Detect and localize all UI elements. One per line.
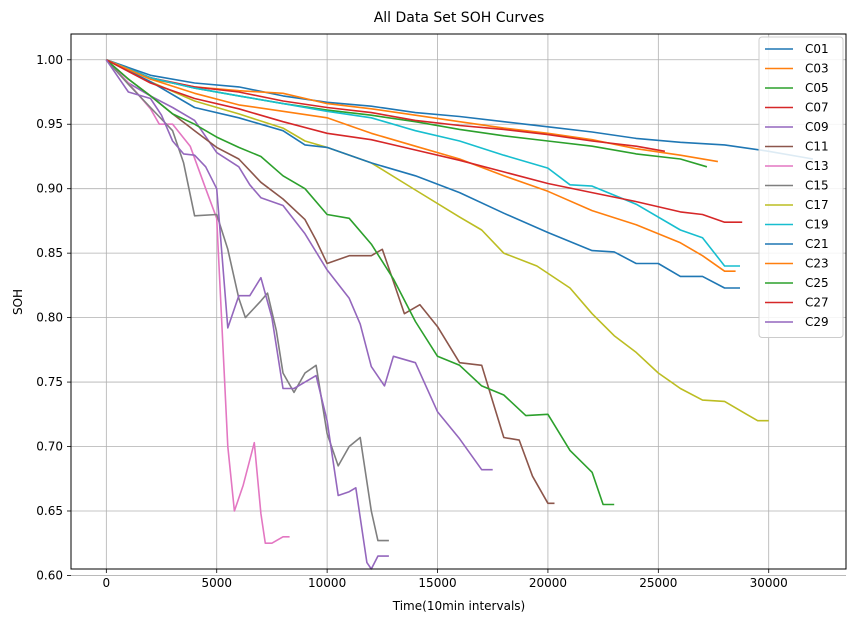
series-line-c11 (105, 59, 555, 505)
x-tick-label: 25000 (639, 576, 677, 590)
grid-layer (71, 34, 846, 576)
legend-label: C27 (805, 296, 829, 310)
series-line-c25 (105, 59, 615, 506)
x-tick-label: 20000 (529, 576, 567, 590)
y-tick-label: 0.90 (36, 182, 63, 196)
x-tick-label: 5000 (201, 576, 232, 590)
legend-label: C13 (805, 159, 829, 173)
y-axis-label: SOH (11, 289, 25, 315)
series-line-c21 (105, 59, 740, 289)
x-tick-label: 10000 (308, 576, 346, 590)
series-line-c03 (105, 59, 719, 163)
series-layer (105, 59, 814, 570)
y-tick-label: 0.80 (36, 311, 63, 325)
legend-label: C15 (805, 179, 829, 193)
legend-label: C23 (805, 257, 829, 271)
x-axis-label: Time(10min intervals) (392, 599, 525, 613)
series-line-c17 (105, 59, 769, 422)
legend-label: C25 (805, 276, 829, 290)
series-line-c23 (105, 59, 736, 272)
x-tick-label: 0 (103, 576, 111, 590)
y-tick-label: 0.65 (36, 504, 63, 518)
legend-label: C01 (805, 42, 829, 56)
y-tick-label: 0.75 (36, 375, 63, 389)
legend-label: C05 (805, 81, 829, 95)
series-line-c19 (105, 59, 740, 267)
y-tick-label: 0.85 (36, 246, 63, 260)
tick-layer: 0 5000 10000 15000 20000 25000 30000 0.60 0.65 0.… (36, 53, 788, 590)
y-tick-label: 1.00 (36, 53, 63, 67)
series-line-c13 (105, 59, 290, 544)
plot-frame (70, 33, 847, 570)
y-tick-label: 0.60 (36, 568, 63, 582)
legend: C01 C03 C05 C07 C09 C11 C13 C15 C17 C19 C21 C23 C25 C… (758, 36, 844, 338)
legend-label: C17 (805, 198, 829, 212)
series-line-c27 (105, 59, 743, 223)
chart-title: All Data Set SOH Curves (374, 10, 545, 26)
x-tick-label: 30000 (750, 576, 788, 590)
legend-label: C21 (805, 237, 829, 251)
legend-label: C19 (805, 218, 829, 232)
legend-label: C03 (805, 62, 829, 76)
legend-label: C07 (805, 101, 829, 115)
y-tick-label: 0.95 (36, 117, 63, 131)
legend-label: C11 (805, 140, 829, 154)
series-line-c29 (105, 59, 389, 570)
series-line-c07 (105, 59, 666, 153)
series-line-c15 (105, 59, 389, 542)
legend-label: C29 (805, 315, 829, 329)
legend-box (758, 36, 844, 338)
x-tick-label: 15000 (418, 576, 456, 590)
legend-label: C09 (805, 120, 829, 134)
y-tick-label: 0.70 (36, 440, 63, 454)
series-line-c09 (105, 59, 493, 471)
series-line-c01 (106, 59, 814, 160)
